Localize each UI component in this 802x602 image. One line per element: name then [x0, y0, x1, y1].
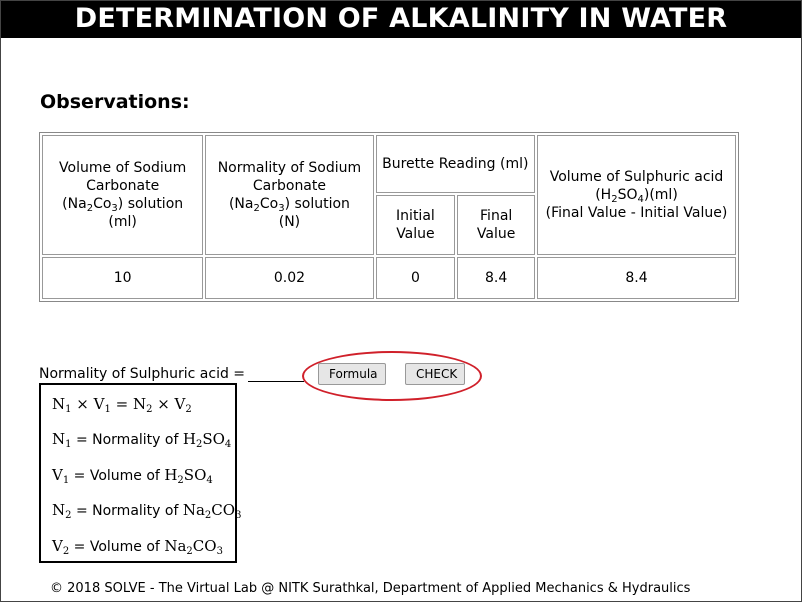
col-header-normality-na2co3: Normality of Sodium Carbonate (Na2Co3) s…	[205, 135, 374, 255]
col-header-burette-reading: Burette Reading (ml)	[375, 135, 536, 193]
formula-box: N1 × V1 = N2 × V2 N1 = Normality of H2SO…	[39, 383, 241, 563]
formula-line-n2: N2 = Normality of Na2CO3	[52, 501, 242, 521]
normality-label: Normality of Sulphuric acid =	[39, 366, 246, 382]
table-row: 10 0.02 0 8.4 8.4	[42, 257, 736, 299]
formula-line-n1: N1 = Normality of H2SO4	[52, 430, 232, 450]
cell-initial-value: 0	[375, 257, 456, 299]
cell-volume-na2co3: 10	[42, 257, 204, 299]
col-header-initial-value: Initial Value	[375, 195, 456, 255]
cell-volume-h2so4: 8.4	[537, 257, 736, 299]
formula-line-v2: V2 = Volume of Na2CO3	[52, 537, 223, 557]
page-title: DETERMINATION OF ALKALINITY IN WATER	[1, 1, 801, 38]
col-header-volume-na2co3: Volume of Sodium Carbonate (Na2Co3) solu…	[42, 135, 204, 255]
observations-table: Volume of Sodium Carbonate (Na2Co3) solu…	[39, 132, 739, 302]
cell-final-value: 8.4	[457, 257, 536, 299]
col-header-final-value: Final Value	[457, 195, 536, 255]
footer-copyright: © 2018 SOLVE - The Virtual Lab @ NITK Su…	[50, 581, 691, 596]
cell-normality-na2co3: 0.02	[205, 257, 374, 299]
check-button[interactable]: CHECK	[405, 363, 465, 385]
formula-line-equation: N1 × V1 = N2 × V2	[52, 395, 192, 415]
col-header-volume-h2so4: Volume of Sulphuric acid (H2SO4)(ml) (Fi…	[537, 135, 736, 255]
observations-title: Observations:	[40, 91, 190, 113]
normality-answer-blank[interactable]	[248, 381, 304, 382]
formula-button[interactable]: Formula	[318, 363, 386, 385]
formula-line-v1: V1 = Volume of H2SO4	[52, 466, 213, 486]
